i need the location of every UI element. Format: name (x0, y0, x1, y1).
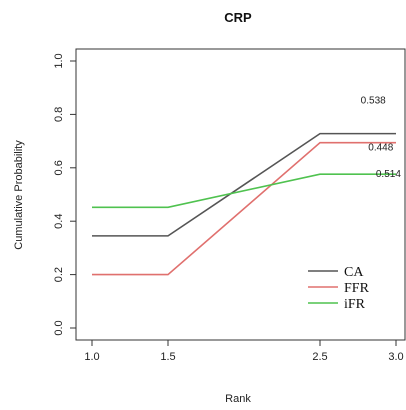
x-tick-label: 2.5 (312, 351, 327, 363)
series-line-ffr (92, 141, 396, 276)
plot-area: 0.0 0.2 0.4 0.6 0.8 1.0 1.0 1.5 2.5 3.0 0.538 0.448… (53, 48, 406, 363)
chart-title: CRP (224, 10, 252, 25)
y-tick-label: 0.2 (53, 267, 65, 282)
x-tick-label: 1.5 (160, 351, 175, 363)
y-tick-label: 0.0 (53, 320, 65, 335)
plot-frame (75, 48, 406, 341)
annotation-label: 0.538 (361, 96, 386, 107)
y-tick-label: 0.8 (53, 107, 65, 122)
legend-label-ifr: iFR (344, 297, 366, 312)
y-tick-label: 0.4 (53, 214, 65, 229)
x-axis-label: Rank (225, 393, 251, 405)
legend-label-ca: CA (344, 265, 364, 280)
x-tick-label: 3.0 (388, 351, 403, 363)
y-tick-label: 1.0 (53, 53, 65, 68)
y-axis-label: Cumulative Probability (13, 140, 25, 250)
annotation-label: 0.448 (368, 142, 393, 153)
legend-label-ffr: FFR (344, 281, 370, 296)
y-tick-label: 0.6 (53, 160, 65, 175)
x-tick-label: 1.0 (84, 351, 99, 363)
series-line-ca (92, 132, 396, 237)
annotation-label: 0.514 (376, 169, 401, 180)
series-line-ifr (92, 173, 396, 209)
